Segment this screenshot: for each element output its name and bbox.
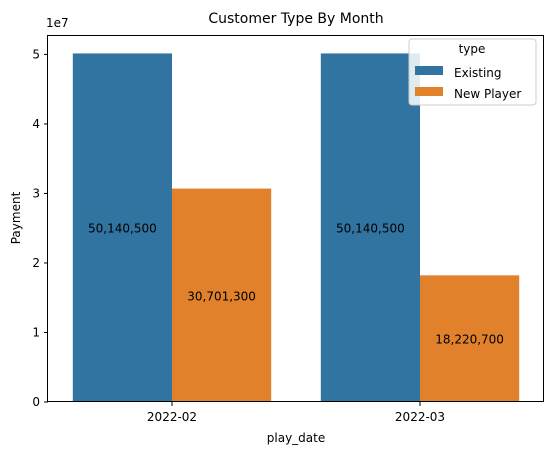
x-tick-label: 2022-03 <box>395 410 445 424</box>
bar-new-player-2022-03 <box>420 275 520 402</box>
x-axis-label: play_date <box>267 431 325 445</box>
y-tick-label: 1 <box>32 325 40 339</box>
legend: type Existing New Player <box>408 38 537 106</box>
bar-labels-layer: 50,140,500 50,140,500 30,701,300 18,220,700 <box>88 222 504 347</box>
y-axis-label: Payment <box>9 191 23 244</box>
y-tick-label: 3 <box>32 186 40 200</box>
y-axis-ticks: 0 1 2 3 4 5 <box>32 47 48 409</box>
data-label-existing-2022-02: 50,140,500 <box>88 222 157 236</box>
legend-label-existing: Existing <box>454 66 502 80</box>
y-scale-label: 1e7 <box>46 16 69 30</box>
x-axis-ticks: 2022-02 2022-03 <box>147 402 445 424</box>
y-tick-label: 4 <box>32 117 40 131</box>
data-label-new-player-2022-02: 30,701,300 <box>187 289 256 303</box>
bar-existing-2022-02 <box>72 53 172 403</box>
bar-new-player-2022-02 <box>172 188 272 402</box>
y-tick-label: 0 <box>32 395 40 409</box>
y-tick-label: 2 <box>32 256 40 270</box>
plot-frame <box>47 35 544 402</box>
y-tick-label: 5 <box>32 47 40 61</box>
legend-label-new-player: New Player <box>454 87 521 101</box>
x-tick-label: 2022-02 <box>147 410 197 424</box>
data-label-new-player-2022-03: 18,220,700 <box>435 333 504 347</box>
legend-swatch-new-player <box>415 87 443 96</box>
legend-swatch-existing <box>415 66 443 75</box>
bar-existing-2022-03 <box>320 53 420 403</box>
chart-title: Customer Type By Month <box>208 11 383 27</box>
bars-layer <box>72 53 520 403</box>
legend-title: type <box>459 42 486 56</box>
data-label-existing-2022-03: 50,140,500 <box>336 222 405 236</box>
